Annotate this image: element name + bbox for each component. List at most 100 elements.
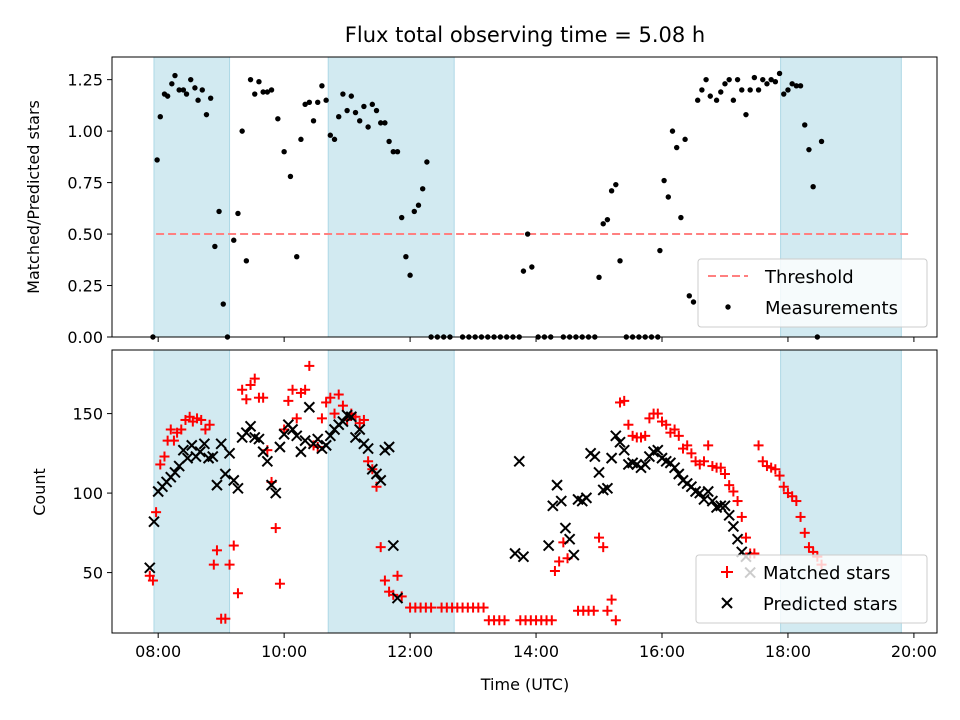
predicted-star-point [148,516,160,528]
top-panel: 0.00 0.25 0.50 0.75 1.00 1.25 Matched/Predict… [24,56,938,347]
predicted-x-b [723,509,735,522]
x-tick-label: 18:00 [765,642,811,661]
measurement-point [524,231,531,237]
predicted-star-point [345,411,358,423]
top-x-ticks [157,337,915,342]
predicted-star-point [614,436,626,448]
predicted-x-b [274,441,286,453]
matched-star-point [703,440,714,451]
predicted-x-b [244,420,257,433]
predicted-star-point [219,468,232,480]
predicted-star-point [312,433,324,445]
predicted-star-point [177,444,190,456]
predicted-star-point [223,447,236,460]
x-tick-label: 08:00 [135,642,181,661]
measurement-point [212,243,218,250]
predicted-star-point [727,520,740,533]
x-tick-label: 12:00 [387,642,433,661]
measurement-point [657,247,663,254]
measurement-point [743,111,749,118]
measurement-point [310,118,317,124]
matched-star-point [606,594,617,605]
predicted-x-b [215,438,227,450]
measurement-point [734,76,741,83]
predicted-star-point [542,539,555,552]
predicted-x-b [265,479,278,491]
predicted-x-b [249,431,261,444]
predicted-star-point [270,487,282,499]
predicted-x-b [219,468,232,480]
predicted-star-point [215,438,227,450]
measurement-point [699,87,705,93]
matched-star-point [774,470,785,481]
predicted-star-point [169,466,181,479]
predicted-star-point [673,468,685,480]
measurement-point [260,89,266,95]
bottom-plot-frame [111,349,938,634]
matched-star-point [736,511,747,522]
measurement-point [323,97,329,103]
measurement-point [755,87,762,93]
predicted-star-point [211,479,223,491]
predicted-x-b [731,533,744,545]
matched-star-point [546,615,557,626]
predicted-x-b [295,446,307,458]
matched-star-point [316,413,327,424]
predicted-star-point [286,423,299,436]
measurement-point [713,97,720,103]
predicted-x-b [689,485,702,498]
predicted-star-point [257,446,269,458]
matched-star-point [283,395,294,406]
predicted-star-point [715,500,727,512]
measurement-point [157,114,163,120]
measurement-point [673,144,680,151]
predicted-star-point [261,455,274,467]
measurement-point [419,186,426,192]
measurement-point [781,91,787,97]
legend-predicted-label: Predicted stars [763,594,897,615]
matched-star-point [155,459,166,470]
predicted-x-b [169,466,181,479]
measurement-point [319,83,325,89]
measurement-point [235,210,241,217]
measurement-point [340,91,346,97]
legend-matched-label: Matched stars [763,563,890,584]
predicted-star-point [295,446,307,458]
matched-star-point [669,424,680,435]
measurement-point [690,299,697,305]
measurement-point [298,136,304,143]
measurement-point [203,111,210,118]
matched-star-point [379,575,390,586]
measurement-point [188,76,194,83]
predicted-x-b [652,444,664,456]
predicted-x-b [341,409,353,421]
predicted-x-b [291,430,303,442]
predicted-x-b [303,401,316,413]
matched-star-point [732,496,743,507]
predicted-x-b [228,474,240,487]
predicted-x-b [568,549,580,561]
measurement-point [394,149,401,155]
bottom-y-tick-label: 150 [72,405,103,424]
predicted-star-point [580,492,593,504]
predicted-x-b [354,423,366,436]
matched-star-point [237,384,248,395]
predicted-star-point [547,500,559,512]
measurement-point [682,136,688,143]
measurement-point [336,114,342,120]
predicted-x-b [572,493,584,506]
predicted-x-b [589,450,601,463]
legend-threshold-label: Threshold [764,267,854,288]
matched-star-point [724,480,735,491]
matched-star-point [333,389,344,400]
matched-star-point [686,448,697,459]
measurement-points [150,70,825,340]
bottom-y-axis-label: Count [30,468,49,516]
predicted-star-point [555,495,567,507]
measurement-point [302,101,308,108]
measurement-point [703,76,709,83]
measurement-point [776,70,783,77]
predicted-star-point [513,455,525,467]
top-y-axis-label: Matched/Predicted stars [24,100,43,294]
predicted-x-b [257,446,269,458]
